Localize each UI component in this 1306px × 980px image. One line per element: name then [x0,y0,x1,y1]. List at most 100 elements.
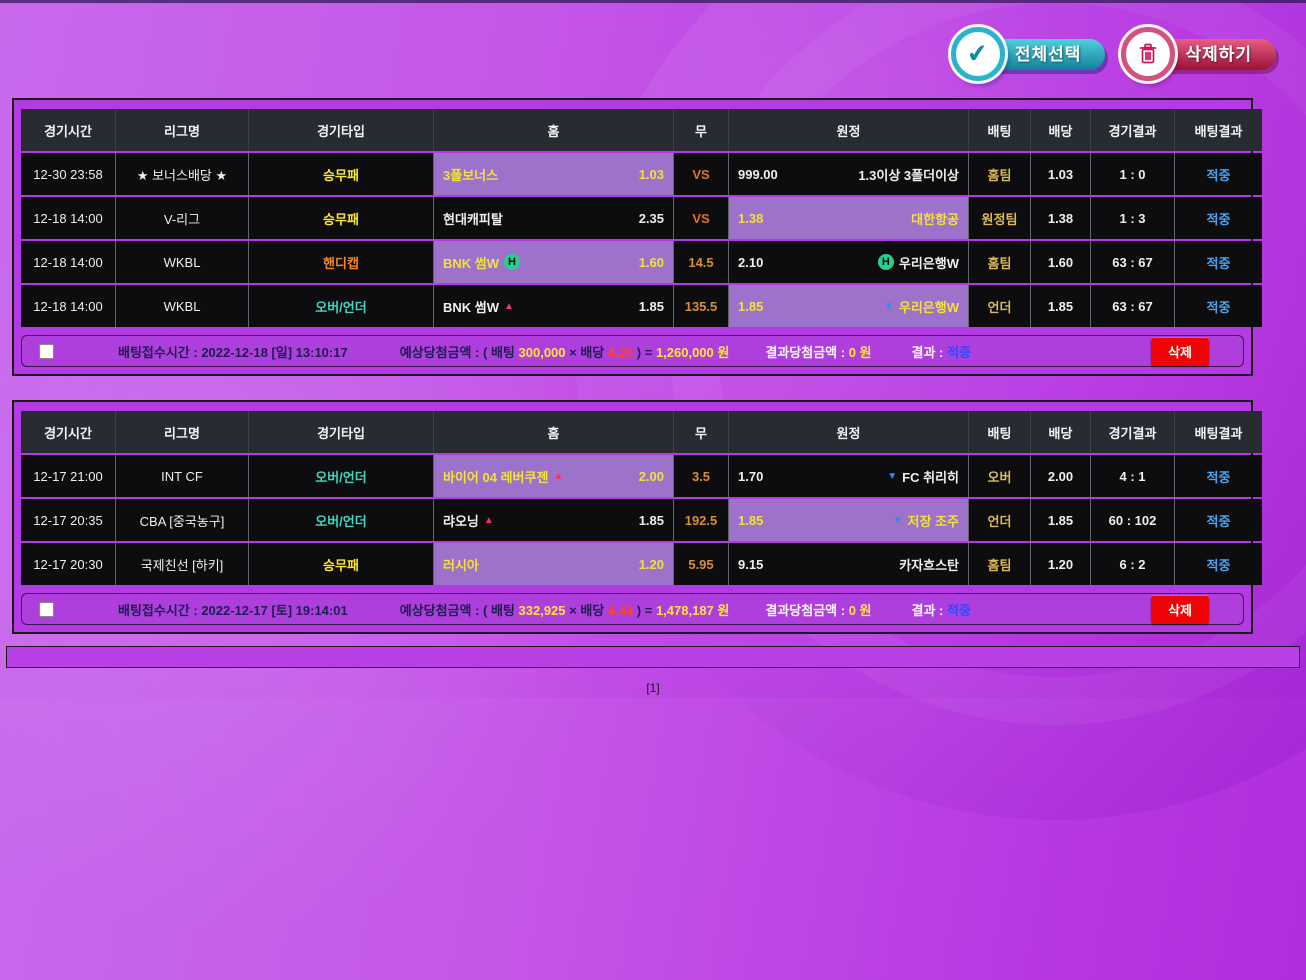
team-odds: 1.03 [638,166,664,182]
column-header: 배팅 [969,411,1031,453]
cell-game-type: 승무패 [249,543,434,585]
bet-row: 12-18 14:00 V-리그 승무패 현대캐피탈 2.35 VS 1.38 대한항공 원정팀… [21,197,1262,239]
cell-home: 3폴보너스 1.03 [434,153,674,195]
home-cell-content: 바이어 04 레버쿠젠 ▲ 2.00 [443,467,664,486]
team-name: 3폴보너스 [443,165,498,184]
bet-table: 경기시간 리그명 경기타입 홈 무 원정 배팅 배당 경기결과 배팅결과 12-30 23:58 ★ … [21,107,1262,329]
cell-game-type: 오버/언더 [249,499,434,541]
cell-bet-result: 적중 [1175,153,1262,195]
home-cell-content: BNK 썸W ▲ 1.85 [443,297,664,316]
cell-bet-result: 적중 [1175,499,1262,541]
team-name: 현대캐피탈 [443,209,503,228]
cell-game-result: 1 : 3 [1091,197,1175,239]
cell-odds: 1.03 [1031,153,1091,195]
home-cell-content: 3폴보너스 1.03 [443,165,664,184]
pagination-page-1[interactable]: [1] [646,681,660,695]
up-triangle-icon: ▲ [504,300,514,312]
column-header: 배팅결과 [1175,109,1262,151]
team-odds: 1.70 [738,468,764,484]
expected-win-value: 1,260,000 원 [655,344,730,360]
cell-odds: 1.85 [1031,499,1091,541]
delete-ticket-button[interactable]: 삭제 [1151,336,1209,366]
cell-bet-result: 적중 [1175,543,1262,585]
select-all-button[interactable]: ✔ 전체선택 [950,27,1106,81]
cell-bet-result: 적중 [1175,197,1262,239]
cell-league: 국제친선 [하키] [116,543,249,585]
cell-bet-pick: 언더 [969,499,1031,541]
column-header: 경기결과 [1091,411,1175,453]
bet-row: 12-17 21:00 INT CF 오버/언더 바이어 04 레버쿠젠 ▲ 2.00 3.… [21,455,1262,497]
team-name-text: 랴오닝 [443,513,479,529]
cell-game-result: 60 : 102 [1091,499,1175,541]
cell-game-type: 오버/언더 [249,455,434,497]
cell-draw: 14.5 [674,241,729,283]
cell-home: 러시아 1.20 [434,543,674,585]
team-name-text: 3폴보너스 [443,167,499,183]
cell-bet-pick: 홈팀 [969,153,1031,195]
cell-draw: VS [674,153,729,195]
result-amount-value: 0 원 [848,344,872,360]
cell-game-type: 오버/언더 [249,285,434,327]
column-header: 경기결과 [1091,109,1175,151]
cell-bet-result: 적중 [1175,455,1262,497]
result-amount-section: 결과당첨금액 : 0 원 [765,344,872,360]
column-header: 홈 [434,109,674,151]
expected-win-section: 예상당첨금액 : ( 배팅 332,925 × 배당 4.44 ) = 1,47… [399,602,730,618]
cell-game-time: 12-17 21:00 [21,455,116,497]
team-name: ▼ 우리은행W [884,297,959,316]
down-triangle-icon: ▼ [883,300,894,312]
column-header: 경기타입 [249,109,434,151]
bet-table: 경기시간 리그명 경기타입 홈 무 원정 배팅 배당 경기결과 배팅결과 12-17 21:00 IN… [21,409,1262,587]
handicap-icon: H [877,254,894,270]
cell-game-time: 12-18 14:00 [21,285,116,327]
team-odds: 2.00 [638,468,664,484]
team-name: H 우리은행W [877,253,959,272]
receipt-time-label: 배팅접수시간 : [118,344,202,360]
receipt-time-section: 배팅접수시간 : 2022-12-17 [토] 19:14:01 [118,600,348,619]
expected-win-section: 예상당첨금액 : ( 배팅 300,000 × 배당 4.20 ) = 1,26… [399,344,730,360]
delete-ticket-button[interactable]: 삭제 [1151,594,1209,624]
header-row: 경기시간 리그명 경기타입 홈 무 원정 배팅 배당 경기결과 배팅결과 [21,411,1262,453]
delete-all-button[interactable]: 삭제하기 [1121,27,1276,81]
cell-away: 2.10 H 우리은행W [729,241,969,283]
down-triangle-icon: ▼ [892,514,903,526]
team-odds: 1.60 [638,254,664,270]
cell-game-time: 12-17 20:35 [21,499,116,541]
cell-away: 9.15 카자흐스탄 [729,543,969,585]
team-odds: 1.85 [738,512,764,528]
team-name-text: 1.3이상 3폴더이상 [858,167,959,183]
team-name: 러시아 [443,555,479,574]
column-header: 원정 [729,109,969,151]
home-cell-content: 랴오닝 ▲ 1.85 [443,511,664,530]
cell-away: 1.85 ▼ 우리은행W [729,285,969,327]
result-section: 결과 : 적중 [911,602,971,618]
receipt-time-section: 배팅접수시간 : 2022-12-18 [일] 13:10:17 [118,342,348,361]
receipt-time-value: 2022-12-18 [일] 13:10:17 [201,344,348,360]
cell-draw: 3.5 [674,455,729,497]
cell-home: BNK 썸W ▲ 1.85 [434,285,674,327]
cell-draw: 5.95 [674,543,729,585]
ticket-checkbox[interactable] [39,601,54,617]
bet-amount-value: 300,000 [518,344,566,360]
cell-game-result: 1 : 0 [1091,153,1175,195]
team-name: 1.3이상 3폴더이상 [858,165,959,184]
cell-game-time: 12-30 23:58 [21,153,116,195]
team-name: ▼ FC 취리히 [887,467,959,486]
team-name-text: BNK 썸W [443,299,500,315]
column-header: 홈 [434,411,674,453]
bet-row: 12-18 14:00 WKBL 핸디캡 BNK 썸W H 1.60 14.5 2.10 H 우리… [21,241,1262,283]
ticket-checkbox[interactable] [39,343,54,359]
away-cell-content: 1.85 ▼ 우리은행W [738,297,959,316]
column-header: 원정 [729,411,969,453]
down-triangle-icon: ▼ [887,470,898,482]
cell-game-result: 6 : 2 [1091,543,1175,585]
bet-ticket: 경기시간 리그명 경기타입 홈 무 원정 배팅 배당 경기결과 배팅결과 12-30 23:58 ★ … [12,98,1262,376]
cell-bet-pick: 홈팀 [969,241,1031,283]
bet-amount-value: 332,925 [518,602,566,618]
cell-home: 바이어 04 레버쿠젠 ▲ 2.00 [434,455,674,497]
team-name-text: 우리은행W [898,299,959,315]
check-icon: ✔ [950,27,1005,81]
header-row: 경기시간 리그명 경기타입 홈 무 원정 배팅 배당 경기결과 배팅결과 [21,109,1262,151]
team-name-text: FC 취리히 [902,469,959,485]
cell-odds: 2.00 [1031,455,1091,497]
